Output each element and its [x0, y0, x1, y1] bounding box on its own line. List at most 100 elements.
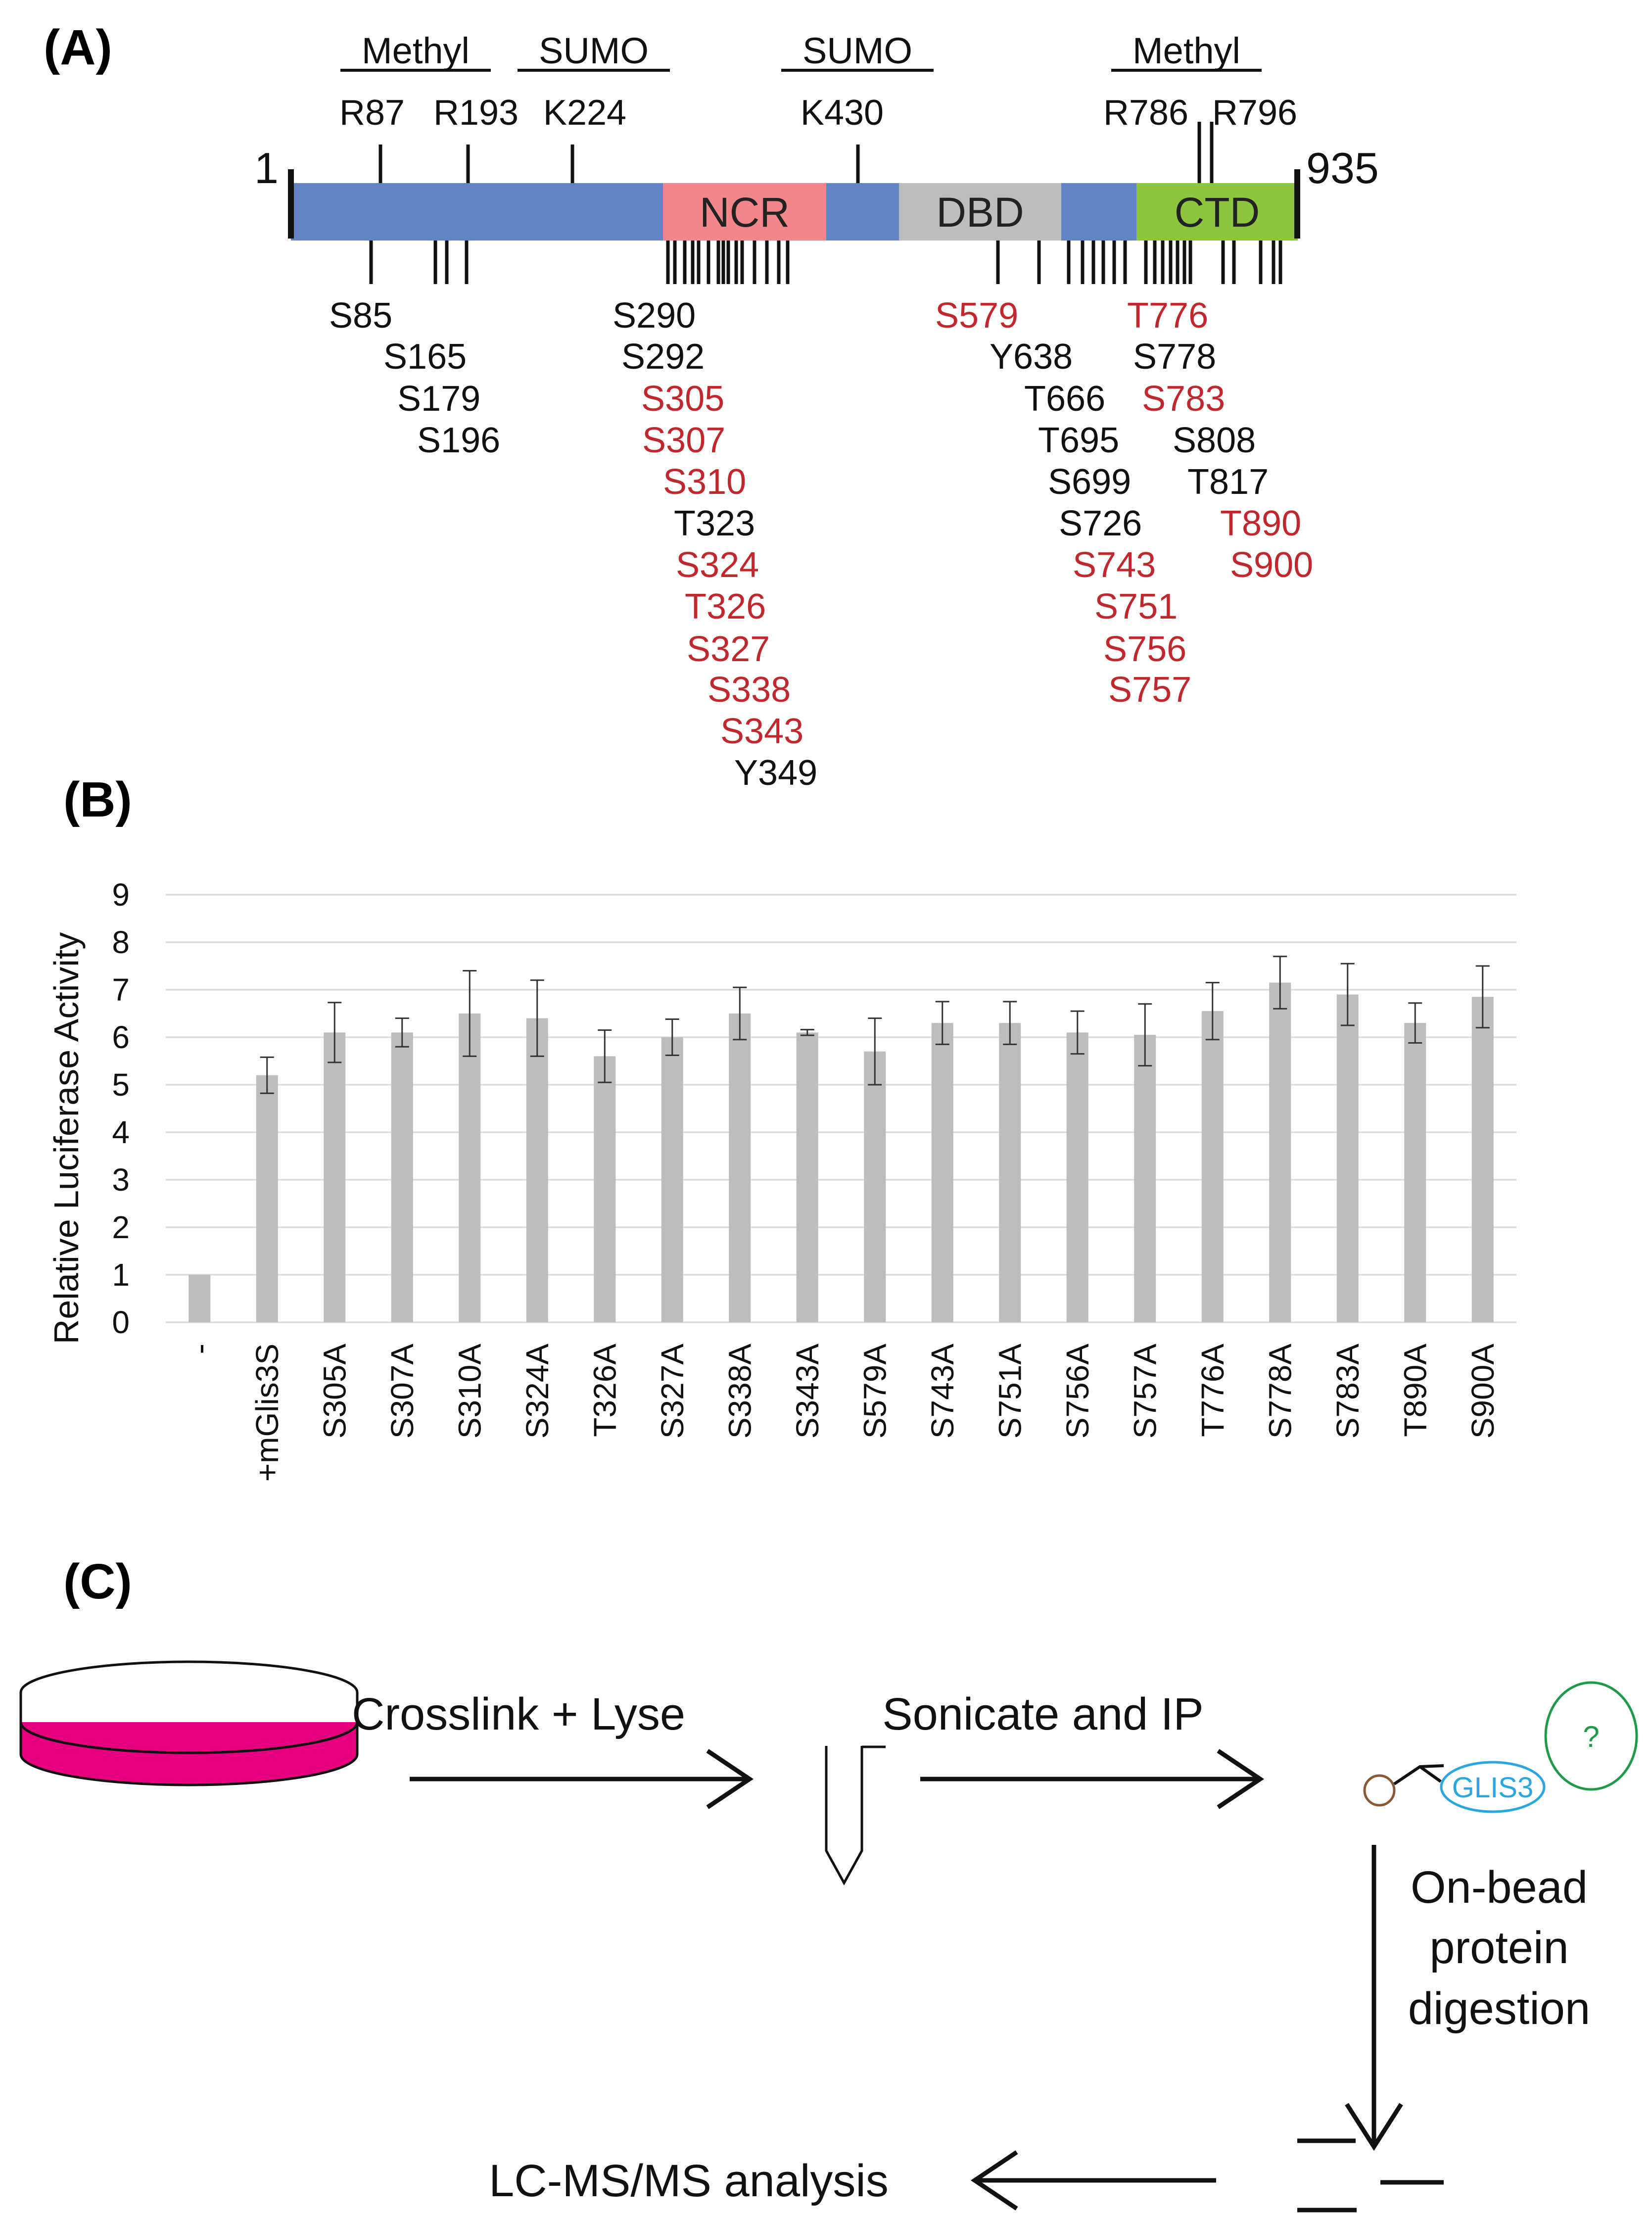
- step-lcms: LC-MS/MS analysis: [489, 2156, 889, 2206]
- bar: [459, 1013, 481, 1322]
- site-label: T326: [685, 587, 766, 626]
- site-label: S743: [1073, 545, 1156, 585]
- ctd-label: CTD: [1175, 189, 1260, 236]
- sites-group4: T776 S778 S783 S808 T817 T890 S900: [1127, 296, 1313, 585]
- bar: [864, 1051, 886, 1322]
- top-sites: R87 R193 K224 K430 R786 R796: [339, 93, 1297, 133]
- digestion-line-2: protein: [1429, 1923, 1568, 1973]
- x-tick-label: S757A: [1127, 1344, 1163, 1439]
- end-position: 935: [1306, 144, 1379, 193]
- bar: [1066, 1032, 1088, 1322]
- y-tick-label: 9: [112, 877, 130, 913]
- x-tick-label: S579A: [857, 1344, 893, 1439]
- site-label: S292: [621, 337, 705, 377]
- x-tick-label: S305A: [317, 1344, 352, 1439]
- bar: [999, 1023, 1021, 1322]
- arrow-2: [920, 1749, 1265, 1809]
- x-tick-label: T326A: [587, 1344, 622, 1437]
- x-tick-label: S900A: [1465, 1344, 1501, 1439]
- arrow-3: [1345, 1845, 1403, 2151]
- x-ticks: - +mGlis3S S305A S307A S310A S324A T326A S327A S…: [182, 1344, 1501, 1482]
- site-label: S196: [417, 421, 500, 460]
- site-label: R786: [1103, 93, 1188, 133]
- site-label: T323: [674, 504, 755, 543]
- x-tick-label: S751A: [992, 1344, 1028, 1439]
- antibody-icon: [1393, 1764, 1444, 1785]
- glis3-protein: [1440, 1761, 1546, 1813]
- x-tick-label: S778A: [1262, 1344, 1298, 1439]
- methyl-label-1: Methyl: [362, 30, 470, 71]
- site-label: S85: [329, 296, 392, 336]
- site-label: K430: [801, 93, 884, 133]
- x-tick-label: T776A: [1195, 1344, 1230, 1437]
- digestion-line-3: digestion: [1408, 1983, 1590, 2034]
- ncr-label: NCR: [700, 189, 790, 236]
- y-ticks: 0 1 2 3 4 5 6 7 8 9: [112, 877, 130, 1340]
- bar: [661, 1037, 683, 1322]
- site-label: S343: [720, 712, 803, 751]
- bar: [594, 1056, 616, 1322]
- site-label: T776: [1127, 296, 1208, 336]
- x-tick-label: S310A: [452, 1344, 487, 1439]
- site-label: S808: [1173, 421, 1256, 460]
- bar: [1336, 994, 1359, 1322]
- site-label: S324: [676, 545, 759, 585]
- unknown-protein: [1544, 1681, 1638, 1791]
- bar: [1134, 1035, 1156, 1322]
- bottom-ticks: [369, 241, 1282, 284]
- site-label: S778: [1133, 337, 1216, 377]
- x-tick-label: S324A: [519, 1344, 555, 1439]
- y-tick-label: 5: [112, 1067, 130, 1103]
- y-tick-label: 0: [112, 1304, 130, 1340]
- site-label: T817: [1187, 462, 1269, 502]
- digestion-text: On-bead protein digestion: [1408, 1862, 1590, 2034]
- ncr-domain: [663, 183, 826, 241]
- arrow-4: [970, 2150, 1216, 2211]
- site-label: K224: [543, 93, 626, 133]
- y-tick-label: 6: [112, 1019, 130, 1055]
- sites-group3: S579 Y638 T666 T695 S699 S726 S743 S751 …: [935, 296, 1191, 710]
- site-label: S900: [1230, 545, 1313, 585]
- bar: [256, 1075, 278, 1322]
- digestion-line-1: On-bead: [1411, 1862, 1588, 1913]
- bar: [1404, 1023, 1426, 1322]
- x-tick-label: S756A: [1060, 1344, 1095, 1439]
- sites-group1: S85 S165 S179 S196: [329, 296, 500, 460]
- arrow-1: [410, 1749, 754, 1809]
- bar: [729, 1013, 751, 1322]
- sumo-label-1: SUMO: [539, 30, 649, 71]
- bars: [189, 982, 1494, 1322]
- site-label: S783: [1142, 379, 1225, 419]
- top-ticks: [378, 122, 1214, 183]
- x-tick-label: S783A: [1330, 1344, 1366, 1439]
- y-tick-label: 2: [112, 1209, 130, 1245]
- site-label: Y349: [734, 753, 817, 793]
- panel-a-label: (A): [44, 20, 112, 75]
- site-label: S699: [1048, 462, 1131, 502]
- site-label: S307: [642, 421, 725, 460]
- site-label: T890: [1220, 504, 1301, 543]
- step-sonicate: Sonicate and IP: [882, 1689, 1204, 1739]
- mod-labels: Methyl SUMO SUMO Methyl: [340, 30, 1262, 72]
- peptide-fragments-icon: [1297, 2138, 1444, 2213]
- dbd-domain: [899, 183, 1061, 241]
- ip-complex: GLIS3 ?: [1363, 1681, 1638, 1813]
- y-tick-label: 7: [112, 972, 130, 1008]
- site-label: S179: [397, 379, 480, 419]
- x-tick-label: S338A: [722, 1344, 757, 1439]
- site-label: S327: [687, 629, 770, 669]
- site-label: R796: [1212, 93, 1297, 133]
- site-label: T666: [1024, 379, 1105, 419]
- bead-icon: [1363, 1774, 1396, 1807]
- bar: [189, 1275, 211, 1322]
- site-label: S338: [708, 670, 791, 710]
- x-tick-label: T890A: [1397, 1344, 1433, 1437]
- site-label: S751: [1094, 587, 1178, 626]
- x-tick-label: +mGlis3S: [249, 1344, 285, 1482]
- site-label: R87: [339, 93, 405, 133]
- ctd-domain: [1136, 183, 1298, 241]
- site-label: S756: [1103, 629, 1186, 669]
- panel-c-label: (C): [63, 1554, 132, 1609]
- site-label: S579: [935, 296, 1018, 336]
